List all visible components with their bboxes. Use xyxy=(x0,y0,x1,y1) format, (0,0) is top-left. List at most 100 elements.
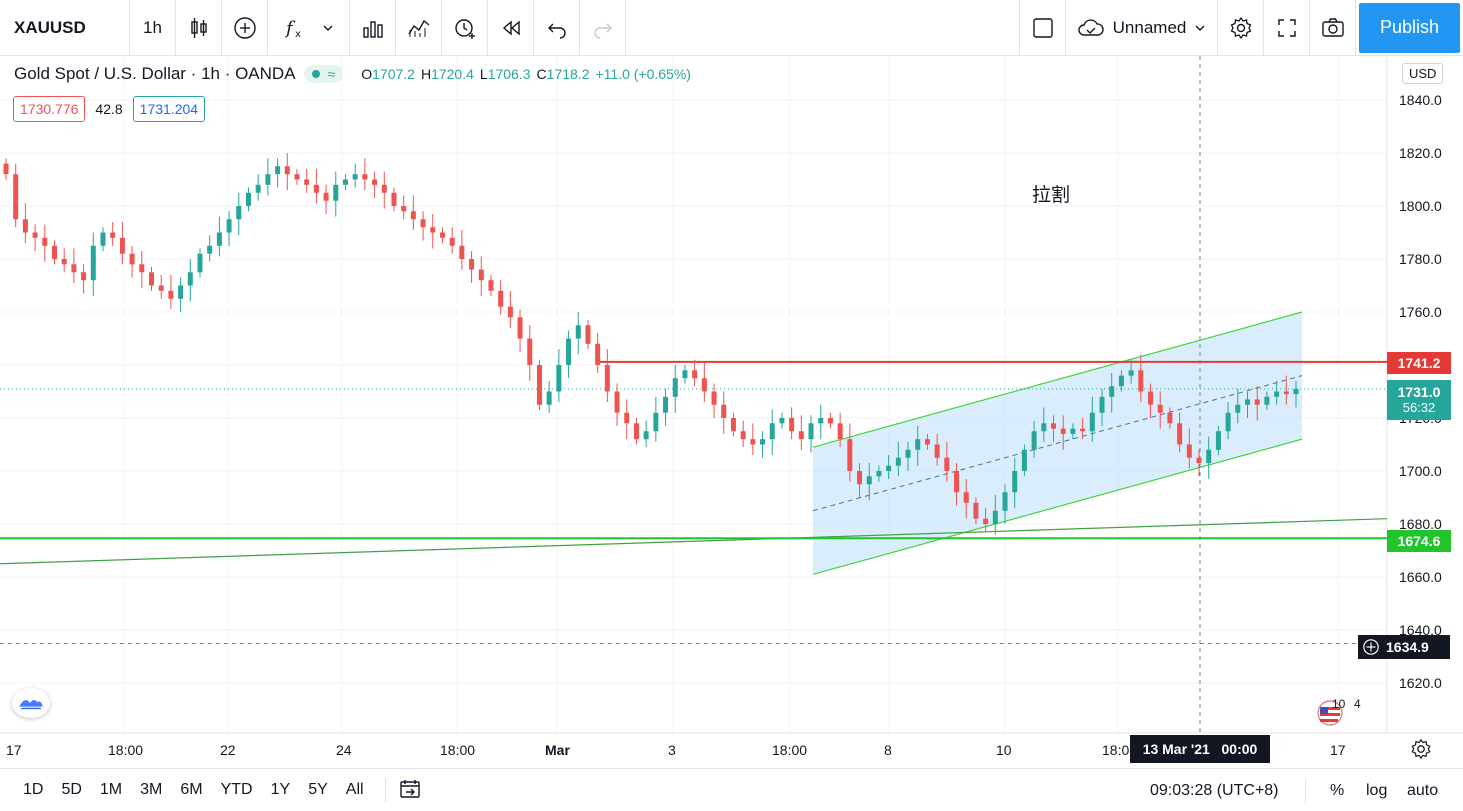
crosshair-time-label: 13 Mar '21 00:00 xyxy=(1130,735,1270,763)
price-tick-label: 1820.0 xyxy=(1399,145,1442,161)
currency-badge[interactable]: USD xyxy=(1402,63,1444,84)
candle-body xyxy=(1148,391,1154,405)
range-ytd[interactable]: YTD xyxy=(220,781,253,798)
channel-lower-line xyxy=(812,438,1303,575)
log-scale-toggle[interactable]: log xyxy=(1366,781,1388,799)
range-3m[interactable]: 3M xyxy=(140,781,163,798)
time-tick-label: 22 xyxy=(220,742,236,758)
layout-menu-button[interactable]: Unnamed xyxy=(1066,0,1218,56)
buy-price-button[interactable]: 1731.204 xyxy=(132,96,206,122)
chart-legend: Gold Spot / U.S. Dollar · 1h · OANDA ≈ O… xyxy=(14,64,691,84)
last-price-value: 1731.0 xyxy=(1397,384,1441,400)
range-1y[interactable]: 1Y xyxy=(270,781,291,798)
range-1d[interactable]: 1D xyxy=(23,781,44,798)
candle-body xyxy=(789,418,795,432)
candle-body xyxy=(81,272,87,281)
candle-body xyxy=(90,245,96,281)
candle-body xyxy=(1206,449,1212,464)
redo-icon[interactable] xyxy=(580,0,626,56)
candle-body xyxy=(507,306,513,318)
clock-timezone[interactable]: 09:03:28 (UTC+8) xyxy=(1150,781,1279,799)
financials-icon[interactable] xyxy=(350,0,396,56)
candle-body xyxy=(653,412,659,432)
add-alert-plus-icon xyxy=(1363,639,1379,655)
range-5d[interactable]: 5D xyxy=(61,781,82,798)
candle-body xyxy=(701,378,707,392)
alert-add-icon[interactable] xyxy=(442,0,488,56)
candle-body xyxy=(954,471,960,493)
low-value: 1706.3 xyxy=(487,66,531,82)
replay-icon[interactable] xyxy=(488,0,534,56)
candle-body xyxy=(51,245,57,259)
candle-body xyxy=(575,325,581,339)
price-tick-label: 1700.0 xyxy=(1399,463,1442,479)
candle-body xyxy=(585,325,591,344)
candle-body xyxy=(1060,428,1066,434)
time-tick-label: 18:00 xyxy=(772,742,807,758)
tradingview-logo-icon[interactable] xyxy=(12,688,50,718)
candle-body xyxy=(915,439,921,450)
candle-body xyxy=(760,439,766,445)
candle-body xyxy=(498,290,504,307)
compare-add-icon[interactable] xyxy=(222,0,268,56)
undo-icon[interactable] xyxy=(534,0,580,56)
camera-icon[interactable] xyxy=(1310,0,1356,56)
candle-body xyxy=(255,184,261,193)
us-flag-icon xyxy=(1317,700,1343,726)
range-5y[interactable]: 5Y xyxy=(308,781,328,798)
time-tick-label: 18:00 xyxy=(440,742,475,758)
percent-scale-toggle[interactable]: % xyxy=(1330,781,1345,799)
symbol-search-button[interactable]: XAUUSD xyxy=(0,0,130,56)
sell-price-button[interactable]: 1730.776 xyxy=(13,96,86,122)
candle-body xyxy=(284,166,290,175)
go-to-date-icon[interactable] xyxy=(398,777,424,803)
auto-scale-toggle[interactable]: auto xyxy=(1407,781,1439,799)
candle-body xyxy=(992,510,998,524)
candle-body xyxy=(1089,412,1095,432)
templates-icon[interactable] xyxy=(396,0,442,56)
candle-body xyxy=(178,285,184,299)
crosshair-price-label[interactable]: 1634.9 xyxy=(1358,635,1450,659)
time-tick-label: 18:0 xyxy=(1102,742,1129,758)
bar-countdown: 56:32 xyxy=(1402,400,1436,415)
candle-body xyxy=(42,237,48,246)
candle-body xyxy=(827,418,833,424)
candle-body xyxy=(672,378,678,397)
range-6m[interactable]: 6M xyxy=(180,781,203,798)
candle-body xyxy=(779,418,785,424)
candle-body xyxy=(449,237,455,246)
candle-body xyxy=(372,179,378,185)
publish-button[interactable]: Publish xyxy=(1359,2,1460,53)
time-tick-label: 24 xyxy=(336,742,352,758)
candle-body xyxy=(1128,370,1134,376)
candle-body xyxy=(362,174,368,180)
range-1m[interactable]: 1M xyxy=(99,781,123,798)
interval-button[interactable]: 1h xyxy=(130,0,176,56)
candle-body xyxy=(692,370,698,379)
candle-body xyxy=(527,338,533,365)
chart-text-annotation[interactable]: 拉割 xyxy=(1032,184,1071,206)
candles-icon[interactable] xyxy=(176,0,222,56)
candle-body xyxy=(740,431,746,440)
time-tick-label: 17 xyxy=(1330,742,1346,758)
price-tick-label: 1620.0 xyxy=(1399,675,1442,691)
candle-body xyxy=(1235,404,1241,413)
candle-body xyxy=(1215,431,1221,450)
market-status-badge[interactable]: ≈ xyxy=(303,65,344,83)
range-all[interactable]: All xyxy=(345,781,364,798)
settings-gear-icon[interactable] xyxy=(1218,0,1264,56)
candle-body xyxy=(1031,431,1037,450)
cloud-icon xyxy=(1078,18,1104,36)
fullscreen-mode-icon[interactable] xyxy=(1020,0,1066,56)
change-value: +11.0 (+0.65%) xyxy=(595,66,691,82)
candle-body xyxy=(876,471,882,477)
candle-body xyxy=(546,391,552,405)
time-tick-label: 8 xyxy=(884,742,892,758)
expand-icon[interactable] xyxy=(1264,0,1310,56)
candle-body xyxy=(148,272,154,286)
chart-settings-gear-icon[interactable] xyxy=(1410,738,1432,760)
price-tick-label: 1840.0 xyxy=(1399,92,1442,108)
price-chart[interactable]: 1840.01820.01800.01780.01760.01740.01720… xyxy=(0,56,1463,768)
